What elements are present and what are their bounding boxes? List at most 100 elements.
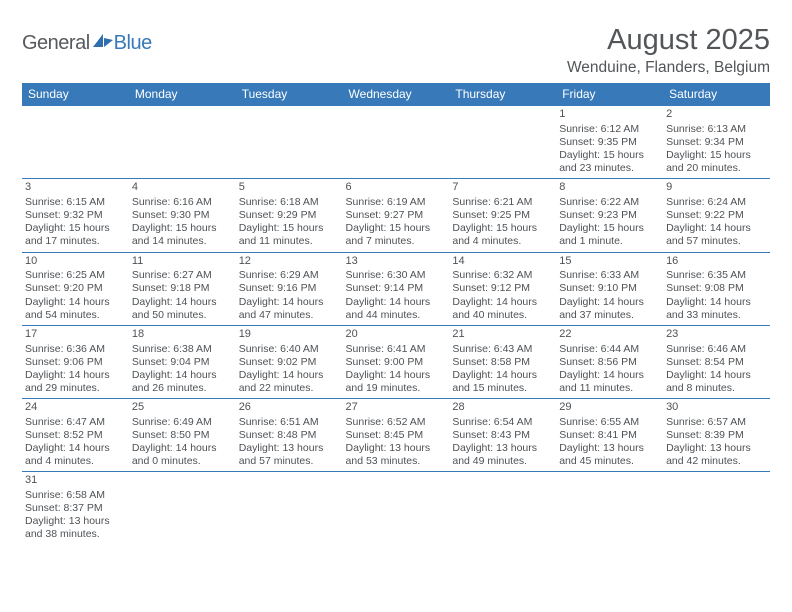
- sunrise-text: Sunrise: 6:29 AM: [239, 269, 340, 282]
- calendar-day-cell: 16Sunrise: 6:35 AMSunset: 9:08 PMDayligh…: [663, 252, 770, 325]
- daylight-text-line2: and 14 minutes.: [132, 235, 233, 248]
- calendar-week-row: 31Sunrise: 6:58 AMSunset: 8:37 PMDayligh…: [22, 472, 770, 545]
- sunset-text: Sunset: 9:34 PM: [666, 136, 767, 149]
- day-number: 18: [132, 328, 233, 342]
- calendar-empty-cell: [556, 472, 663, 545]
- sunrise-text: Sunrise: 6:16 AM: [132, 196, 233, 209]
- sunset-text: Sunset: 9:25 PM: [452, 209, 553, 222]
- day-number: 6: [346, 181, 447, 195]
- sunrise-text: Sunrise: 6:41 AM: [346, 343, 447, 356]
- sunset-text: Sunset: 8:45 PM: [346, 429, 447, 442]
- sunset-text: Sunset: 8:37 PM: [25, 502, 126, 515]
- calendar-empty-cell: [236, 106, 343, 179]
- day-number: 20: [346, 328, 447, 342]
- sunrise-text: Sunrise: 6:58 AM: [25, 489, 126, 502]
- sunset-text: Sunset: 8:58 PM: [452, 356, 553, 369]
- day-number: 29: [559, 401, 660, 415]
- calendar-week-row: 10Sunrise: 6:25 AMSunset: 9:20 PMDayligh…: [22, 252, 770, 325]
- daylight-text-line1: Daylight: 14 hours: [346, 369, 447, 382]
- daylight-text-line2: and 47 minutes.: [239, 309, 340, 322]
- day-number: 7: [452, 181, 553, 195]
- calendar-day-cell: 5Sunrise: 6:18 AMSunset: 9:29 PMDaylight…: [236, 179, 343, 252]
- daylight-text-line2: and 20 minutes.: [666, 162, 767, 175]
- calendar-day-cell: 30Sunrise: 6:57 AMSunset: 8:39 PMDayligh…: [663, 399, 770, 472]
- daylight-text-line1: Daylight: 14 hours: [239, 369, 340, 382]
- weekday-header: Sunday: [22, 83, 129, 106]
- sunset-text: Sunset: 8:56 PM: [559, 356, 660, 369]
- sunrise-text: Sunrise: 6:19 AM: [346, 196, 447, 209]
- sunset-text: Sunset: 9:20 PM: [25, 282, 126, 295]
- calendar-day-cell: 22Sunrise: 6:44 AMSunset: 8:56 PMDayligh…: [556, 325, 663, 398]
- weekday-header: Friday: [556, 83, 663, 106]
- daylight-text-line2: and 11 minutes.: [239, 235, 340, 248]
- calendar-day-cell: 21Sunrise: 6:43 AMSunset: 8:58 PMDayligh…: [449, 325, 556, 398]
- day-number: 3: [25, 181, 126, 195]
- logo-word-2: Blue: [114, 32, 152, 55]
- daylight-text-line1: Daylight: 15 hours: [25, 222, 126, 235]
- sunset-text: Sunset: 9:23 PM: [559, 209, 660, 222]
- daylight-text-line2: and 57 minutes.: [239, 455, 340, 468]
- calendar-page: General Blue August 2025 Wenduine, Fland…: [0, 0, 792, 555]
- weekday-header: Thursday: [449, 83, 556, 106]
- sunset-text: Sunset: 9:02 PM: [239, 356, 340, 369]
- sunrise-text: Sunrise: 6:21 AM: [452, 196, 553, 209]
- daylight-text-line1: Daylight: 13 hours: [452, 442, 553, 455]
- daylight-text-line1: Daylight: 14 hours: [666, 296, 767, 309]
- daylight-text-line2: and 7 minutes.: [346, 235, 447, 248]
- day-number: 4: [132, 181, 233, 195]
- calendar-day-cell: 13Sunrise: 6:30 AMSunset: 9:14 PMDayligh…: [343, 252, 450, 325]
- location-subtitle: Wenduine, Flanders, Belgium: [567, 59, 770, 77]
- day-number: 25: [132, 401, 233, 415]
- sunset-text: Sunset: 8:50 PM: [132, 429, 233, 442]
- calendar-day-cell: 17Sunrise: 6:36 AMSunset: 9:06 PMDayligh…: [22, 325, 129, 398]
- day-number: 9: [666, 181, 767, 195]
- sunset-text: Sunset: 9:00 PM: [346, 356, 447, 369]
- day-number: 15: [559, 255, 660, 269]
- daylight-text-line1: Daylight: 15 hours: [559, 149, 660, 162]
- day-number: 31: [25, 474, 126, 488]
- sunrise-text: Sunrise: 6:18 AM: [239, 196, 340, 209]
- daylight-text-line1: Daylight: 15 hours: [346, 222, 447, 235]
- calendar-week-row: 24Sunrise: 6:47 AMSunset: 8:52 PMDayligh…: [22, 399, 770, 472]
- day-number: 11: [132, 255, 233, 269]
- daylight-text-line2: and 4 minutes.: [452, 235, 553, 248]
- day-number: 2: [666, 108, 767, 122]
- daylight-text-line2: and 45 minutes.: [559, 455, 660, 468]
- day-number: 17: [25, 328, 126, 342]
- calendar-day-cell: 24Sunrise: 6:47 AMSunset: 8:52 PMDayligh…: [22, 399, 129, 472]
- sunrise-text: Sunrise: 6:33 AM: [559, 269, 660, 282]
- daylight-text-line2: and 11 minutes.: [559, 382, 660, 395]
- calendar-day-cell: 12Sunrise: 6:29 AMSunset: 9:16 PMDayligh…: [236, 252, 343, 325]
- daylight-text-line1: Daylight: 14 hours: [25, 296, 126, 309]
- sunrise-text: Sunrise: 6:15 AM: [25, 196, 126, 209]
- day-number: 22: [559, 328, 660, 342]
- daylight-text-line1: Daylight: 15 hours: [559, 222, 660, 235]
- daylight-text-line2: and 17 minutes.: [25, 235, 126, 248]
- calendar-day-cell: 20Sunrise: 6:41 AMSunset: 9:00 PMDayligh…: [343, 325, 450, 398]
- calendar-empty-cell: [343, 106, 450, 179]
- sunset-text: Sunset: 8:52 PM: [25, 429, 126, 442]
- sunrise-text: Sunrise: 6:49 AM: [132, 416, 233, 429]
- weekday-header: Monday: [129, 83, 236, 106]
- calendar-week-row: 17Sunrise: 6:36 AMSunset: 9:06 PMDayligh…: [22, 325, 770, 398]
- sunrise-text: Sunrise: 6:22 AM: [559, 196, 660, 209]
- sunrise-text: Sunrise: 6:36 AM: [25, 343, 126, 356]
- daylight-text-line1: Daylight: 14 hours: [559, 296, 660, 309]
- sunset-text: Sunset: 8:39 PM: [666, 429, 767, 442]
- daylight-text-line2: and 19 minutes.: [346, 382, 447, 395]
- daylight-text-line2: and 44 minutes.: [346, 309, 447, 322]
- calendar-head: Sunday Monday Tuesday Wednesday Thursday…: [22, 83, 770, 106]
- day-number: 27: [346, 401, 447, 415]
- page-header: General Blue August 2025 Wenduine, Fland…: [22, 24, 770, 77]
- day-number: 24: [25, 401, 126, 415]
- daylight-text-line1: Daylight: 14 hours: [132, 296, 233, 309]
- sunset-text: Sunset: 9:22 PM: [666, 209, 767, 222]
- daylight-text-line1: Daylight: 14 hours: [452, 296, 553, 309]
- daylight-text-line2: and 22 minutes.: [239, 382, 340, 395]
- day-number: 23: [666, 328, 767, 342]
- daylight-text-line1: Daylight: 15 hours: [132, 222, 233, 235]
- calendar-empty-cell: [22, 106, 129, 179]
- calendar-empty-cell: [129, 472, 236, 545]
- calendar-empty-cell: [449, 106, 556, 179]
- day-number: 5: [239, 181, 340, 195]
